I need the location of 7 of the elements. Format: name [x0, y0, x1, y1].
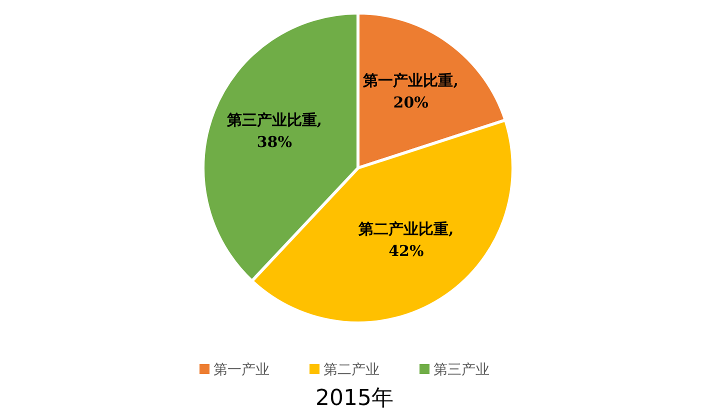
legend-label: 第二产业 — [324, 362, 380, 378]
text: 2015年 — [316, 386, 394, 411]
legend-label: 第一产业 — [214, 362, 270, 378]
data-label: 第二产业比重, 42% — [358, 220, 454, 260]
data-label: 第三产业比重, 38% — [226, 110, 322, 151]
data-label: 第一产业比重, 20% — [362, 71, 458, 112]
legend-label: 第三产业 — [434, 362, 490, 378]
